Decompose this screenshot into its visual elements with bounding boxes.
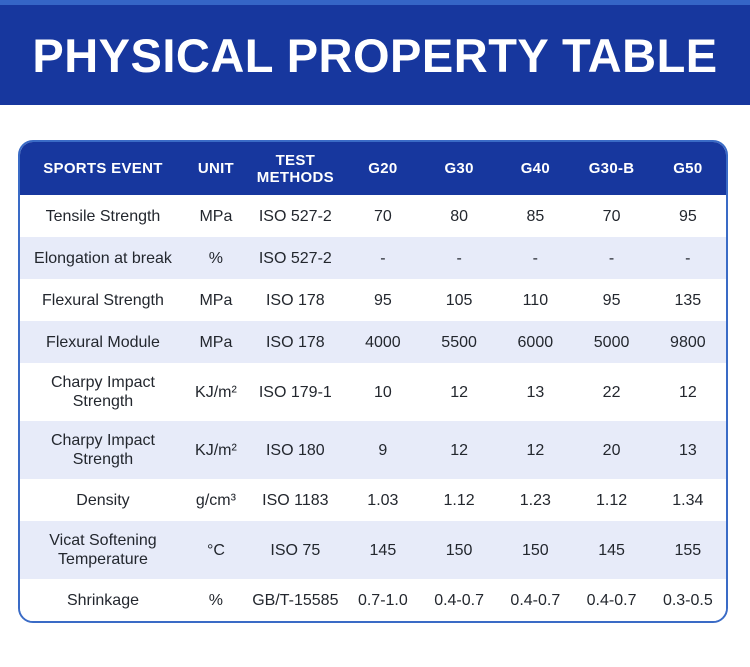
cell-value: MPa — [199, 207, 233, 225]
cell-value: ISO 179-1 — [258, 383, 332, 401]
cell-value: 110 — [522, 291, 549, 309]
cell-value: 80 — [450, 207, 468, 225]
cell-value: 13 — [526, 383, 545, 401]
physical-property-table: SPORTS EVENT UNIT TEST METHODS G20 G30 G40 G30… — [20, 142, 726, 621]
top-accent-strip — [0, 0, 750, 5]
cell-value: ISO 178 — [265, 333, 325, 351]
cell-value: ISO 75 — [270, 541, 321, 559]
cell-value: 150 — [521, 541, 549, 559]
cell-value: 0.3-0.5 — [662, 591, 713, 609]
table-row: Charpy Impact Strength KJ/m² ISO 180 9 12 12 2… — [20, 421, 726, 479]
column-header-g30: G30 — [420, 142, 498, 195]
table-row: Flexural Module MPa ISO 178 4000 5500 6000 500… — [20, 321, 726, 363]
column-header-unit: UNIT — [185, 142, 246, 195]
column-header-g30-b: G30-B — [573, 142, 650, 195]
cell-value: 22 — [602, 383, 621, 401]
cell-value: - — [456, 249, 462, 267]
cell-property: Charpy Impact Strength — [50, 374, 155, 410]
cell-value: 13 — [678, 441, 697, 459]
cell-value: ISO 527-2 — [258, 207, 332, 225]
table-header-row: SPORTS EVENT UNIT TEST METHODS G20 G30 G40 G30… — [20, 142, 726, 195]
cell-property: Elongation at break — [34, 249, 172, 267]
table-row: Flexural Strength MPa ISO 178 95 105 110 95 135 — [20, 279, 726, 321]
cell-value: 1.34 — [672, 491, 704, 509]
cell-value: 85 — [526, 207, 545, 225]
banner: PHYSICAL PROPERTY TABLE — [0, 5, 750, 105]
cell-value: 95 — [678, 207, 697, 225]
table-row: Shrinkage% GB/T-15585 0.7-1.0 0.4-0.7 0.4-0.… — [20, 579, 726, 621]
cell-value: 0.4-0.7 — [434, 591, 484, 609]
cell-value: % — [208, 591, 224, 609]
cell-value: 6000 — [517, 333, 554, 351]
cell-value: 20 — [602, 441, 621, 459]
cell-value: % — [208, 249, 224, 267]
column-header-g40: G40 — [497, 142, 574, 195]
table-container: SPORTS EVENT UNIT TEST METHODS G20 G30 G40 G30… — [18, 140, 728, 623]
cell-value: 5500 — [441, 333, 477, 351]
table-row: Tensile Strength MPa ISO 527-2 70 80 85 70 95 — [20, 195, 726, 237]
cell-value: ISO 178 — [265, 291, 325, 309]
table-row: Elongation at break% ISO 527-2 - - - - - — [20, 237, 726, 279]
cell-value: 95 — [602, 291, 621, 309]
cell-value: 155 — [674, 541, 702, 559]
cell-value: 150 — [445, 541, 473, 559]
cell-value: ISO 527-2 — [258, 249, 332, 267]
cell-value: 145 — [369, 541, 397, 559]
cell-value: 1.23 — [519, 491, 551, 509]
cell-value: KJ/m² — [195, 441, 237, 459]
cell-value: - — [685, 249, 691, 267]
cell-value: KJ/m² — [195, 383, 237, 401]
cell-property: Flexural Module — [46, 333, 160, 351]
cell-value: 0.4-0.7 — [586, 591, 637, 609]
page-title: PHYSICAL PROPERTY TABLE — [32, 28, 718, 82]
cell-property: Density — [76, 491, 130, 509]
column-header-test-methods: TEST METHODS — [245, 142, 345, 195]
cell-property: Shrinkage — [66, 591, 139, 609]
cell-value: 9800 — [670, 333, 706, 351]
cell-value: 12 — [450, 441, 468, 459]
cell-value: 95 — [373, 291, 392, 309]
column-header-sports-event: SPORTS EVENT — [20, 142, 186, 195]
column-header-g50: G50 — [649, 142, 726, 195]
cell-value: 5000 — [593, 333, 630, 351]
column-header-g20: G20 — [344, 142, 421, 195]
cell-value: MPa — [199, 333, 233, 351]
cell-value: ISO 180 — [265, 441, 325, 459]
cell-value: GB/T-15585 — [252, 591, 339, 609]
cell-value: - — [608, 249, 615, 267]
cell-value: 105 — [445, 291, 473, 309]
cell-value: 12 — [526, 441, 545, 459]
cell-value: 1.12 — [443, 491, 475, 509]
cell-property: Vicat Softening Temperature — [49, 532, 157, 568]
cell-value: 145 — [598, 541, 625, 559]
cell-property: Flexural Strength — [42, 291, 164, 309]
cell-value: 0.7-1.0 — [357, 591, 408, 609]
cell-value: 1.12 — [596, 491, 628, 509]
cell-value: MPa — [199, 291, 233, 309]
cell-value: 0.4-0.7 — [510, 591, 561, 609]
cell-value: ISO 1183 — [262, 491, 329, 509]
cell-value: 12 — [678, 383, 697, 401]
cell-value: 10 — [373, 383, 392, 401]
cell-value: 9 — [378, 441, 388, 459]
table-row: Density g/cm³ ISO 1183 1.03 1.12 1.23 1.12 1.34 — [20, 479, 726, 521]
cell-value: 70 — [373, 207, 392, 225]
cell-value: - — [380, 249, 386, 267]
cell-value: g/cm³ — [195, 491, 236, 509]
cell-value: °C — [206, 541, 225, 559]
table-row: Charpy Impact Strength KJ/m² ISO 179-1 10 12… — [20, 363, 726, 421]
cell-property: Charpy Impact Strength — [50, 432, 155, 468]
cell-value: - — [532, 249, 538, 267]
table-row: Vicat Softening Temperature °C ISO 75 145 15… — [20, 521, 726, 579]
cell-value: 135 — [674, 291, 702, 309]
cell-value: 4000 — [365, 333, 401, 351]
cell-property: Tensile Strength — [45, 207, 161, 225]
table-body: Tensile Strength MPa ISO 527-2 70 80 85 70 95 El… — [20, 195, 726, 621]
cell-value: 1.03 — [367, 491, 399, 509]
cell-value: 70 — [602, 207, 621, 225]
cell-value: 12 — [450, 383, 468, 401]
